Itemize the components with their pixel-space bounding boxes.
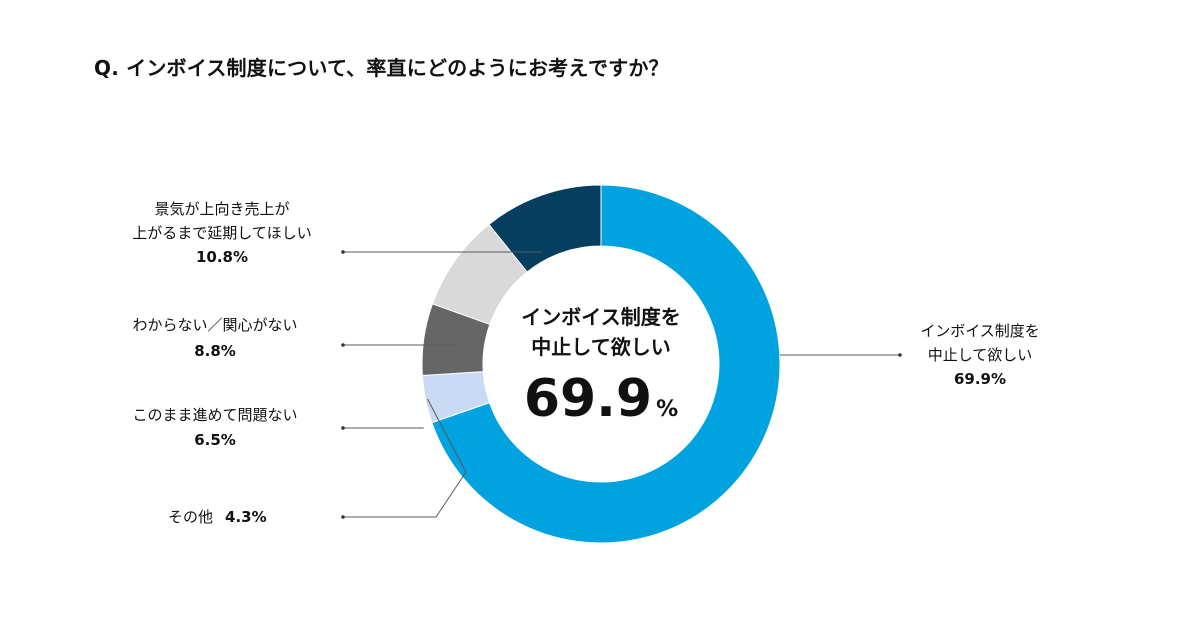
slice-label-4-line-1: 上がるまで延期してほしい [132, 224, 312, 242]
donut-slice-0 [431, 184, 781, 544]
center-label-line2: 中止して欲しい [531, 335, 670, 359]
slice-label-0-line-0: インボイス制度を [920, 322, 1040, 340]
leader-dot-3 [341, 343, 345, 347]
leader-line-1 [343, 398, 467, 518]
leader-dot-4 [341, 250, 345, 254]
slice-pct-4: 10.8% [196, 248, 248, 266]
slice-label-3-line-0: わからない／関心がない [132, 316, 297, 334]
slice-label-0-line-1: 中止して欲しい [928, 346, 1033, 364]
center-value-number: 69.9 [524, 369, 652, 429]
leader-dot-2 [341, 426, 345, 430]
center-label-line1: インボイス制度を [521, 305, 680, 329]
donut-slice-4 [488, 184, 602, 273]
slice-label-2-line-0: このまま進めて問題ない [132, 406, 297, 424]
slice-pct-0: 69.9% [954, 370, 1006, 388]
slice-label-1: その他 4.3% [168, 508, 267, 526]
leader-dot-1 [341, 515, 345, 519]
slice-pct-2: 6.5% [194, 431, 236, 449]
chart-title: Q. インボイス制度について、率直にどのようにお考えですか？ [94, 56, 669, 80]
center-value: 69.9% [524, 369, 678, 429]
center-value-unit: % [656, 397, 678, 422]
slice-pct-1: 4.3% [225, 508, 267, 526]
leader-dot-0 [898, 353, 902, 357]
slice-pct-3: 8.8% [194, 342, 236, 360]
slice-label-text-1: その他 [168, 508, 213, 526]
leader-lines [341, 250, 902, 519]
donut-slices [421, 184, 781, 544]
slice-label-4-line-0: 景気が上向き売上が [154, 200, 289, 218]
donut-center: インボイス制度を 中止して欲しい 69.9% [521, 305, 680, 429]
